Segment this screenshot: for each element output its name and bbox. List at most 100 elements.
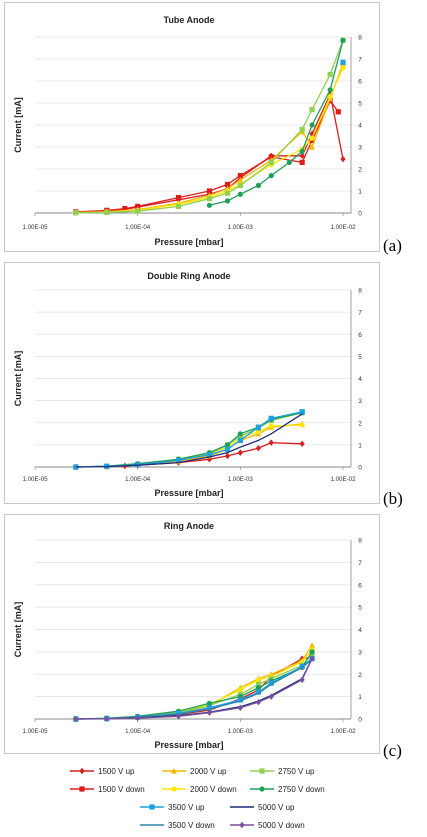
data-point [256, 677, 261, 682]
chart-title: Ring Anode [164, 521, 214, 531]
y-tick-label: 8 [358, 538, 362, 545]
y-tick-label: 7 [358, 310, 362, 317]
y-tick-label: 1 [358, 442, 362, 449]
data-point [238, 438, 243, 443]
series-line [76, 412, 302, 467]
legend-label: 5000 V up [258, 803, 295, 812]
legend-item: 5000 V down [230, 821, 305, 830]
x-axis-label: Pressure [mbar] [154, 488, 223, 498]
data-point [238, 449, 243, 455]
data-point [238, 431, 243, 436]
chart-svg-a: Tube Anode 0 1 2 3 4 5 6 7 8 1.00E-05 1.00E-04 1.00E… [5, 3, 381, 253]
y-tick-label: 0 [358, 717, 362, 724]
y-tick-label: 3 [358, 649, 362, 656]
legend-item: 3500 V down [140, 821, 215, 830]
x-axis-label: Pressure [mbar] [154, 740, 223, 750]
legend-swatch-marker [239, 822, 244, 828]
legend-label: 2000 V up [190, 767, 227, 776]
data-point [73, 210, 78, 215]
y-tick-label: 0 [358, 211, 362, 218]
data-point [287, 160, 292, 165]
legend-label: 5000 V down [258, 821, 305, 830]
series-line [76, 443, 302, 467]
y-tick-label: 4 [358, 123, 362, 130]
legend-swatch-marker [259, 786, 264, 791]
legend-label: 3500 V up [168, 803, 205, 812]
data-point [207, 196, 212, 201]
panel-letter-c: (c) [383, 741, 402, 761]
data-point [135, 209, 140, 214]
y-tick-label: 5 [358, 101, 362, 108]
x-tick-label: 1.00E-03 [228, 224, 254, 231]
legend-item: 2000 V up [162, 767, 227, 776]
data-point [176, 204, 181, 209]
data-point [256, 183, 261, 188]
chart-panel-c: Ring Anode 0 1 2 3 4 5 6 7 8 1.00E-05 1.00E-04 1.00E… [4, 514, 380, 754]
data-point [256, 445, 261, 451]
legend-label: 1500 V down [98, 785, 145, 794]
y-axis-label: Current [mA] [13, 351, 23, 407]
legend-item: 2750 V up [250, 767, 315, 776]
data-point [340, 65, 345, 70]
series-2000-v-up [73, 642, 315, 722]
legend-label: 2750 V up [278, 767, 315, 776]
legend-swatch-marker [79, 768, 84, 774]
data-point [300, 160, 305, 165]
legend-swatch-marker [149, 804, 154, 809]
data-point [207, 701, 212, 706]
series-line [76, 40, 343, 213]
data-point [309, 649, 314, 654]
data-point [328, 87, 333, 92]
y-tick-label: 6 [358, 79, 362, 86]
legend-item: 5000 V up [230, 803, 295, 812]
y-tick-label: 2 [358, 672, 362, 679]
y-tick-label: 1 [358, 189, 362, 196]
data-point [300, 149, 305, 154]
series-line [209, 40, 343, 205]
y-tick-label: 5 [358, 354, 362, 361]
chart-svg-b: Double Ring Anode 0 1 2 3 4 5 6 7 8 1.00E-05 1.00E-… [5, 263, 381, 505]
x-tick-label: 1.00E-05 [22, 224, 48, 231]
chart-panel-a: Tube Anode 0 1 2 3 4 5 6 7 8 1.00E-05 1.00E-04 1.00E… [4, 2, 380, 252]
data-point [176, 195, 181, 200]
series-line [76, 659, 312, 719]
data-point [269, 416, 274, 421]
y-axis-label: Current [mA] [13, 602, 23, 658]
data-point [336, 109, 341, 114]
legend-label: 1500 V up [98, 767, 135, 776]
data-point [300, 409, 305, 414]
x-tick-label: 1.00E-04 [125, 476, 151, 483]
legend-label: 2000 V down [190, 785, 237, 794]
data-point [309, 107, 314, 112]
legend-label: 2750 V down [278, 785, 325, 794]
chart-title: Tube Anode [164, 15, 215, 25]
data-point [269, 160, 274, 165]
y-tick-label: 2 [358, 167, 362, 174]
x-tick-label: 1.00E-03 [228, 476, 254, 483]
chart-legend: 1500 V up 2000 V up 2750 V up 1500 V down 20… [0, 760, 427, 837]
data-point [256, 425, 261, 430]
y-tick-label: 3 [358, 145, 362, 152]
data-point [238, 183, 243, 188]
chart-title: Double Ring Anode [147, 271, 230, 281]
y-tick-label: 7 [358, 560, 362, 567]
data-point [207, 203, 212, 208]
y-tick-label: 0 [358, 465, 362, 472]
legend-swatch-marker [171, 786, 176, 791]
data-point [328, 72, 333, 77]
x-tick-label: 1.00E-05 [22, 476, 48, 483]
legend-item: 1500 V up [70, 767, 135, 776]
data-point [309, 642, 315, 648]
data-point [300, 441, 305, 447]
data-point [300, 677, 305, 683]
series-line [76, 654, 312, 719]
x-axis-label: Pressure [mbar] [154, 237, 223, 247]
data-point [340, 60, 345, 65]
y-tick-label: 8 [358, 288, 362, 295]
chart-svg-c: Ring Anode 0 1 2 3 4 5 6 7 8 1.00E-05 1.00E-04 1.00E… [5, 515, 381, 755]
x-tick-label: 1.00E-02 [330, 224, 356, 231]
data-point [340, 156, 345, 162]
data-point [300, 422, 305, 427]
data-point [238, 687, 243, 692]
y-tick-label: 4 [358, 627, 362, 634]
